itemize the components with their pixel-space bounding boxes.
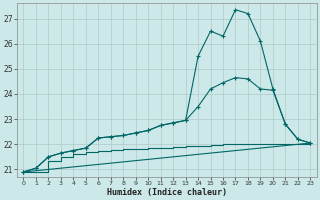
X-axis label: Humidex (Indice chaleur): Humidex (Indice chaleur) [107,188,227,197]
